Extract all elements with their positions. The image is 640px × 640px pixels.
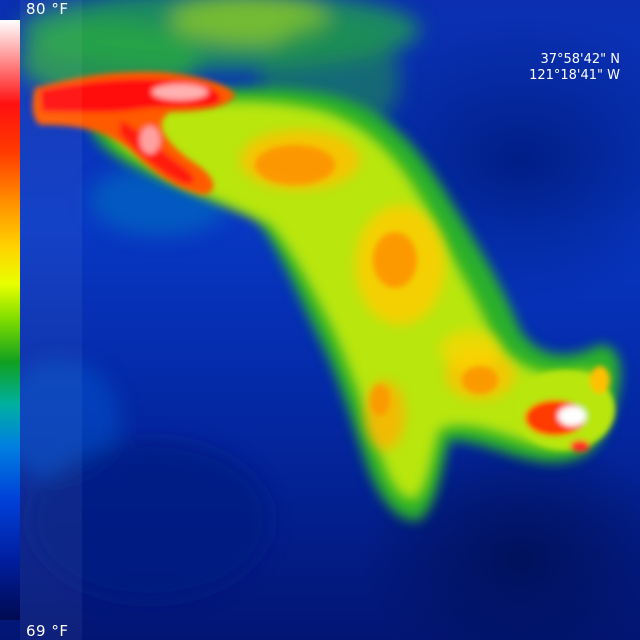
cat-tail-hot <box>32 71 235 195</box>
gps-coordinates: 37°58'42" N 121°18'41" W <box>529 52 620 84</box>
cat-head <box>515 366 615 452</box>
scale-shade <box>20 0 82 640</box>
temperature-scale-bar <box>0 20 20 620</box>
scale-min-label: 69 °F <box>26 622 69 640</box>
gps-longitude: 121°18'41" W <box>529 68 620 83</box>
cat-hotspots-orange <box>255 145 498 416</box>
cat-body-mid <box>108 100 599 501</box>
scale-max-label: 80 °F <box>26 0 69 18</box>
gps-latitude: 37°58'42" N <box>540 52 620 67</box>
